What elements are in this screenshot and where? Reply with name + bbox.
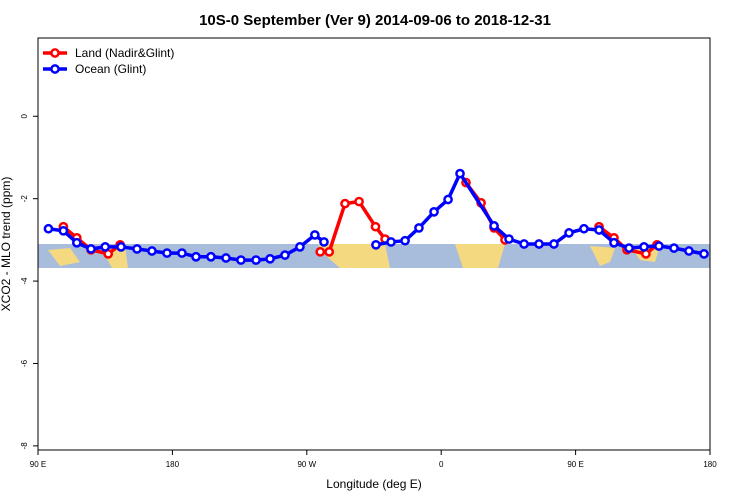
data-point bbox=[639, 242, 649, 252]
data-point bbox=[295, 242, 305, 252]
y-tick-label: -4 bbox=[20, 277, 29, 285]
x-tick-label: 180 bbox=[703, 460, 717, 469]
data-point bbox=[58, 225, 69, 236]
data-point bbox=[221, 253, 231, 263]
data-point bbox=[519, 239, 529, 249]
data-point bbox=[414, 223, 424, 233]
x-tick-label: 0 bbox=[439, 460, 444, 469]
data-point bbox=[86, 244, 96, 254]
data-point bbox=[116, 242, 126, 252]
chart-title: 10S-0 September (Ver 9) 2014-09-06 to 20… bbox=[199, 12, 551, 29]
y-tick-label: -8 bbox=[20, 442, 29, 450]
data-point bbox=[132, 244, 142, 254]
data-point bbox=[654, 241, 664, 251]
land-patch bbox=[590, 246, 615, 266]
data-point bbox=[315, 246, 326, 257]
x-tick-label: 180 bbox=[166, 460, 180, 469]
data-point bbox=[609, 237, 619, 248]
land-patch bbox=[455, 244, 505, 268]
y-tick-label: 0 bbox=[20, 114, 29, 119]
data-point bbox=[340, 198, 350, 209]
data-point bbox=[549, 239, 559, 249]
data-point bbox=[443, 194, 453, 205]
data-point bbox=[579, 223, 589, 234]
data-point bbox=[504, 234, 514, 244]
data-point bbox=[564, 228, 574, 238]
data-point bbox=[147, 246, 157, 256]
legend-marker bbox=[50, 64, 60, 74]
data-point bbox=[429, 207, 439, 217]
y-axis-label: XCO2 - MLO trend (ppm) bbox=[0, 177, 13, 312]
data-point bbox=[386, 237, 396, 247]
data-point bbox=[699, 249, 709, 259]
y-tick-label: -6 bbox=[20, 359, 29, 367]
land-patch bbox=[48, 248, 80, 266]
data-point bbox=[191, 251, 201, 262]
data-point bbox=[280, 250, 290, 260]
data-point bbox=[177, 248, 187, 258]
data-point bbox=[489, 221, 499, 231]
data-point bbox=[624, 243, 634, 253]
data-point bbox=[371, 239, 381, 250]
data-point bbox=[162, 248, 172, 258]
data-point bbox=[71, 237, 82, 248]
x-axis-label: Longitude (deg E) bbox=[326, 477, 421, 491]
data-point bbox=[100, 242, 111, 252]
y-tick-label: -2 bbox=[20, 195, 29, 203]
plot-frame bbox=[37, 37, 711, 451]
data-point bbox=[534, 239, 544, 249]
data-point bbox=[324, 246, 335, 257]
data-point bbox=[370, 221, 381, 232]
x-tick-label: 90 E bbox=[30, 460, 46, 469]
data-point bbox=[206, 251, 216, 262]
land-patch bbox=[318, 244, 390, 268]
data-point bbox=[400, 235, 410, 246]
data-point bbox=[684, 246, 694, 256]
data-point bbox=[319, 237, 329, 247]
data-point bbox=[236, 255, 246, 265]
data-point bbox=[455, 168, 465, 179]
data-point bbox=[594, 225, 604, 235]
data-point bbox=[265, 253, 275, 264]
data-point bbox=[669, 243, 679, 253]
legend-label: Ocean (Glint) bbox=[75, 62, 146, 76]
legend-marker bbox=[50, 48, 60, 58]
x-tick-label: 90 E bbox=[567, 460, 583, 469]
data-point bbox=[43, 223, 54, 234]
data-point bbox=[354, 196, 364, 207]
data-point bbox=[251, 255, 261, 265]
legend-label: Land (Nadir&Glint) bbox=[75, 46, 174, 60]
x-tick-label: 90 W bbox=[297, 460, 316, 469]
data-point bbox=[310, 230, 320, 240]
